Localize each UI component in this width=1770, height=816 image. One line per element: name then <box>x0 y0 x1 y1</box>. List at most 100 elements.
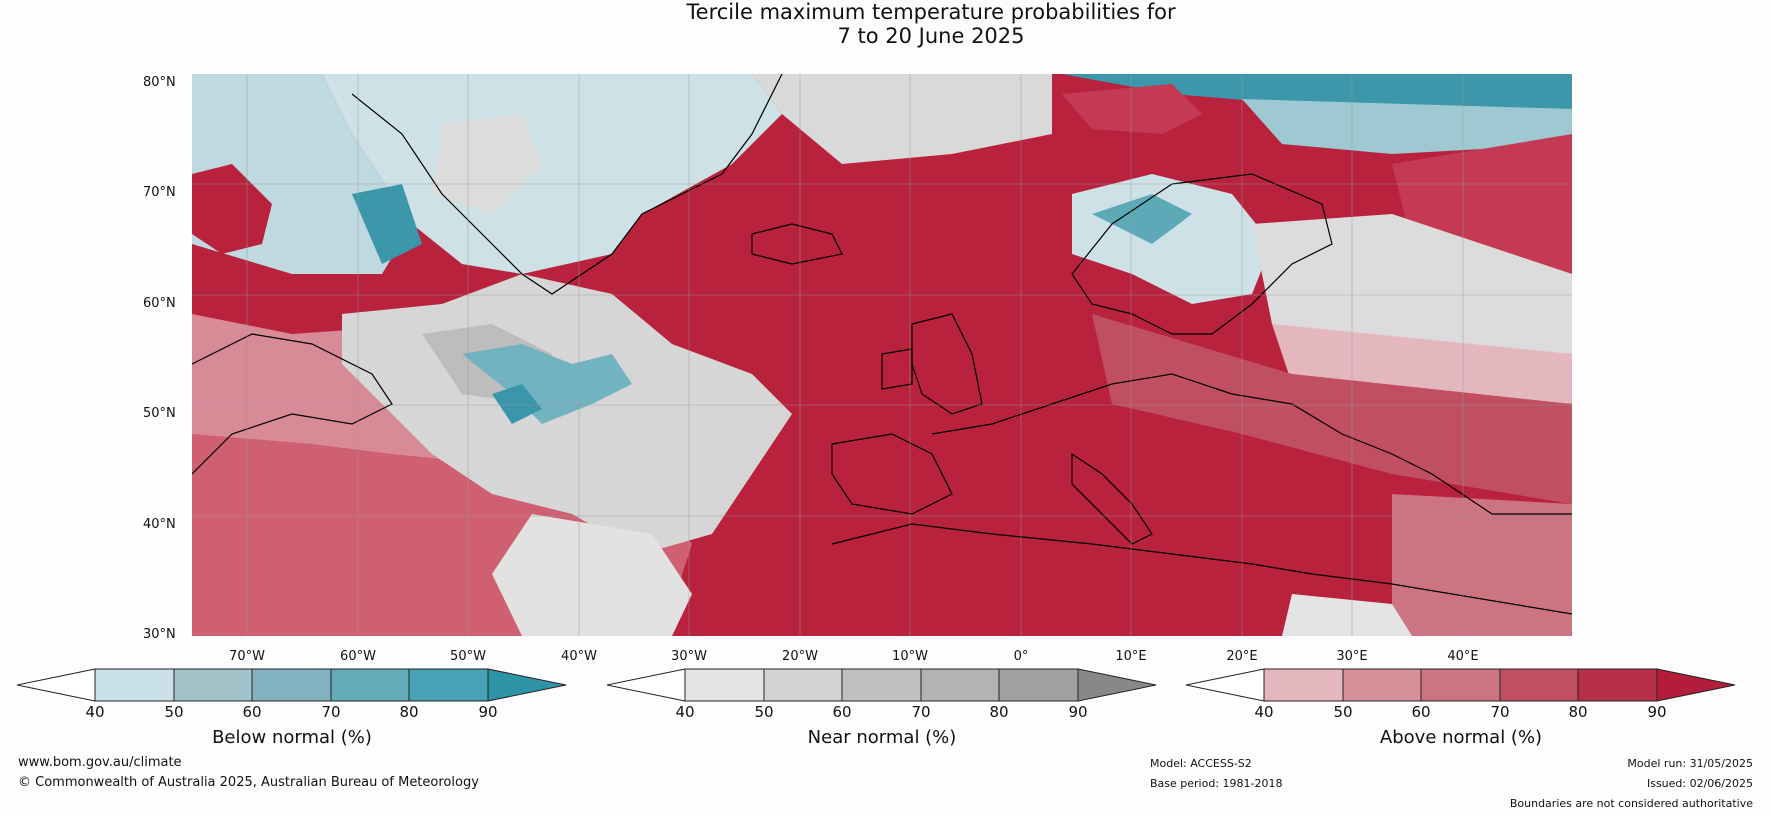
region-greenland <box>322 74 782 274</box>
lon-label-30w: 30°W <box>671 649 707 664</box>
base-period-text: Base period: 1981-2018 <box>1150 777 1283 790</box>
cb-near-tick-70: 70 <box>911 703 931 721</box>
cb-above-seg-2 <box>1342 668 1422 702</box>
cb-above-label: Above normal (%) <box>1379 727 1543 748</box>
coast-greenland <box>351 74 783 295</box>
region-below-normal-atlantic-core <box>492 384 542 424</box>
cb-above-extend-high <box>1656 668 1736 702</box>
region-middle-east <box>1392 494 1572 636</box>
cb-near-seg-5 <box>998 668 1079 702</box>
cb-below-tick-90: 90 <box>478 703 498 721</box>
coast-italy <box>1071 452 1153 545</box>
website-link[interactable]: www.bom.gov.au/climate <box>18 755 182 770</box>
region-below-normal-atlantic <box>462 344 632 424</box>
cb-above-seg-5 <box>1577 668 1658 702</box>
cb-below-seg-5 <box>408 668 489 702</box>
colorbar-above-normal <box>1186 668 1736 702</box>
cb-above-tick-60: 60 <box>1411 703 1431 721</box>
cb-below-tick-40: 40 <box>85 703 105 721</box>
cb-above-seg-4 <box>1499 668 1579 702</box>
map-title: Tercile maximum temperature probabilitie… <box>0 0 1770 48</box>
cb-above-tick-50: 50 <box>1333 703 1353 721</box>
copyright-text: © Commonwealth of Australia 2025, Austra… <box>18 775 479 790</box>
cb-below-tick-80: 80 <box>399 703 419 721</box>
lat-label-70n: 70°N <box>143 185 176 200</box>
cb-below-extend-high <box>487 668 567 702</box>
lat-label-80n: 80°N <box>143 75 176 90</box>
model-run-text: Model run: 31/05/2025 <box>1627 757 1753 770</box>
coast-canada <box>192 333 393 475</box>
region-grey-south <box>492 514 692 636</box>
lon-label-20e: 20°E <box>1226 649 1258 664</box>
cb-above-seg-3 <box>1420 668 1501 702</box>
lon-label-50w: 50°W <box>450 649 486 664</box>
cb-near-extend-high <box>1077 668 1157 702</box>
cb-above-tick-40: 40 <box>1254 703 1274 721</box>
coast-ireland <box>881 348 913 390</box>
cb-near-tick-90: 90 <box>1068 703 1088 721</box>
coast-britain <box>911 313 983 415</box>
lat-label-30n: 30°N <box>143 627 176 642</box>
title-line-1: Tercile maximum temperature probabilitie… <box>686 0 1176 24</box>
region-arctic-teal-light <box>1242 99 1572 154</box>
cb-above-extend-low <box>1186 668 1265 702</box>
lon-label-10e: 10°E <box>1115 649 1147 664</box>
region-greenland-grey <box>432 114 542 214</box>
cb-near-tick-60: 60 <box>832 703 852 721</box>
cb-near-seg-3 <box>841 668 922 702</box>
cb-above-tick-70: 70 <box>1490 703 1510 721</box>
cb-below-tick-60: 60 <box>242 703 262 721</box>
graticule <box>192 74 1572 636</box>
colorbar-below-normal <box>17 668 567 702</box>
cb-near-tick-40: 40 <box>675 703 695 721</box>
cb-below-tick-50: 50 <box>164 703 184 721</box>
disclaimer-text: Boundaries are not considered authoritat… <box>1509 797 1753 810</box>
cb-near-seg-4 <box>920 668 1000 702</box>
probability-map[interactable] <box>192 74 1572 636</box>
cb-below-seg-4 <box>330 668 410 702</box>
coastlines <box>192 74 1572 615</box>
coast-iceland <box>751 223 843 265</box>
cb-below-tick-70: 70 <box>321 703 341 721</box>
lon-label-40w: 40°W <box>561 649 597 664</box>
cb-above-tick-90: 90 <box>1647 703 1667 721</box>
issued-text: Issued: 02/06/2025 <box>1646 777 1753 790</box>
coast-iberia <box>831 433 953 515</box>
cb-near-label: Near normal (%) <box>807 727 957 748</box>
region-scandinavia-teal <box>1092 194 1192 244</box>
model-text: Model: ACCESS-S2 <box>1150 757 1252 770</box>
cb-near-tick-80: 80 <box>989 703 1009 721</box>
lon-label-20w: 20°W <box>782 649 818 664</box>
region-canada-teal <box>352 184 422 264</box>
cb-above-seg-1 <box>1263 668 1344 702</box>
lon-label-0: 0° <box>1013 649 1029 664</box>
lon-label-40e: 40°E <box>1447 649 1479 664</box>
lat-label-40n: 40°N <box>143 517 176 532</box>
title-line-2: 7 to 20 June 2025 <box>837 24 1025 48</box>
colorbar-near-normal <box>607 668 1157 702</box>
region-svalbard-red <box>1062 84 1202 134</box>
cb-above-tick-80: 80 <box>1568 703 1588 721</box>
cb-below-seg-3 <box>251 668 332 702</box>
coast-north-africa <box>831 523 1572 615</box>
lon-label-30e: 30°E <box>1336 649 1368 664</box>
cb-near-extend-low <box>607 668 686 702</box>
lon-label-10w: 10°W <box>892 649 928 664</box>
cb-below-seg-1 <box>94 668 175 702</box>
lon-label-70w: 70°W <box>229 649 265 664</box>
lon-label-60w: 60°W <box>340 649 376 664</box>
region-europe-mid <box>1092 314 1572 504</box>
cb-below-seg-2 <box>173 668 253 702</box>
lat-label-60n: 60°N <box>143 296 176 311</box>
cb-below-label: Below normal (%) <box>212 727 372 748</box>
lat-label-50n: 50°N <box>143 406 176 421</box>
cb-near-seg-1 <box>684 668 765 702</box>
coast-europe <box>931 373 1572 515</box>
region-russia-grey <box>1252 214 1572 354</box>
cb-near-seg-2 <box>763 668 843 702</box>
cb-below-extend-low <box>17 668 96 702</box>
cb-near-tick-50: 50 <box>754 703 774 721</box>
region-arctic-grey <box>752 74 1052 164</box>
region-canada-red <box>192 164 272 254</box>
region-north-africa-grey <box>1282 594 1412 636</box>
